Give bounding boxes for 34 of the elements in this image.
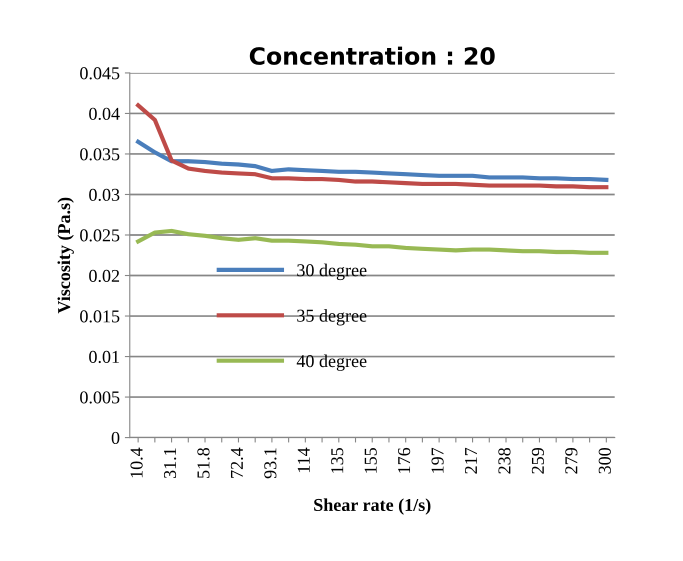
legend-label: 30 degree [297,264,366,280]
y-tick-label: 0.03 [89,188,120,201]
x-tick-label: 300 [598,448,611,474]
x-tick-label: 197 [432,448,444,473]
x-tick-label: 93.1 [264,448,277,478]
x-tick-label: 51.8 [197,448,210,478]
line-series [136,103,608,190]
x-tick-label: 31.1 [164,448,176,478]
y-tick-label: 0.005 [80,391,120,404]
y-tick-label: 0.045 [80,67,120,80]
y-tick-label: 0.035 [80,148,120,160]
x-tick-label: 259 [532,448,544,474]
line-series [136,140,608,182]
y-tick-label: 0 [112,432,120,444]
y-tick-label: 0.01 [89,350,119,364]
x-axis-title: Shear rate (1/s) [314,498,430,515]
x-tick-label: 135 [331,448,344,473]
x-tick-label: 279 [565,448,578,474]
y-tick-label: 0.015 [80,310,120,323]
x-tick-label: 238 [498,448,511,474]
x-tick-label: 114 [298,448,310,472]
line-series [136,228,608,255]
x-tick-label: 155 [364,448,377,473]
x-tick-label: 72.4 [230,448,244,478]
legend-label: 40 degree [296,354,366,371]
x-tick-label: 10.4 [130,448,143,478]
x-tick-label: 217 [464,448,477,474]
y-tick-label: 0.02 [89,270,120,282]
x-tick-label: 176 [398,448,410,473]
legend-label: 35 degree [297,309,366,326]
chart-title: Concentration : 20 [250,46,495,65]
y-axis-title: Viscosity (Pa.s) [57,198,74,314]
y-tick-label: 0.025 [80,229,120,242]
y-tick-label: 0.04 [89,108,120,120]
